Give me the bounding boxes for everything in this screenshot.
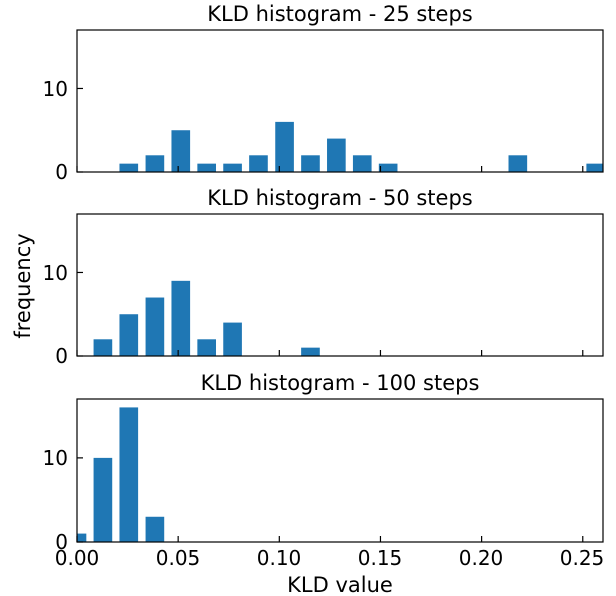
subplot-100-steps: KLD histogram - 100 steps 0 10 [43,371,604,554]
histogram-bar [119,407,139,542]
y-ticks-100-steps: 0 10 [43,446,68,554]
bars-25-steps [119,121,603,172]
histogram-bar [171,130,191,172]
histogram-bar [145,155,165,172]
plot-frame-25-steps [76,29,604,173]
y-tick-label-0: 0 [55,160,68,184]
histogram-bar [223,322,242,356]
subplot-title-100-steps: KLD histogram - 100 steps [201,371,480,395]
subplot-title-25-steps: KLD histogram - 25 steps [207,2,472,26]
histogram-bar [171,280,191,356]
y-ticks-50-steps: 0 10 [43,261,68,368]
histogram-bar [77,533,87,542]
y-tick-label-10: 10 [43,261,68,285]
plot-frame-50-steps [76,213,604,357]
histogram-bar [327,138,346,172]
subplot-title-50-steps: KLD histogram - 50 steps [207,186,472,210]
histogram-bar [93,457,113,542]
y-tick-label-0: 0 [55,344,68,368]
y-tick-label-10: 10 [43,77,68,101]
histogram-bar [586,163,603,172]
x-tick-label-0.05: 0.05 [156,546,201,570]
histogram-bar [275,121,294,172]
x-tick-label-0.10: 0.10 [257,546,302,570]
histogram-bar [119,163,139,172]
histogram-bar [301,347,320,356]
bars-50-steps [93,280,320,356]
histogram-bar [352,155,372,172]
x-tick-label-0.20: 0.20 [459,546,504,570]
histogram-bar [197,163,217,172]
histogram-bar [378,163,398,172]
bars-100-steps [77,407,165,542]
y-tick-label-10: 10 [43,446,68,470]
y-axis-label: frequency [11,233,35,338]
x-tick-label-0.25: 0.25 [560,546,605,570]
x-tick-label-0.00: 0.00 [55,546,100,570]
histogram-bar [119,314,139,356]
x-axis-label: KLD value [287,573,393,596]
x-tick-label-0.15: 0.15 [358,546,403,570]
y-ticks-25-steps: 0 10 [43,77,68,184]
subplot-25-steps: KLD histogram - 25 steps 0 10 [43,2,604,184]
histogram-bar [301,155,320,172]
histogram-bar [508,155,528,172]
histogram-bar [145,297,165,356]
histogram-bar [145,516,165,542]
histogram-bar [197,339,217,356]
y-tick-label-0: 0 [55,530,68,554]
plot-frame-100-steps [76,398,604,543]
histogram-bar [93,339,113,356]
histogram-bar [249,155,268,172]
subplot-50-steps: KLD histogram - 50 steps 0 10 [43,186,604,368]
histogram-bar [223,163,242,172]
x-axis: 0.00 0.05 0.10 0.15 0.20 0.25 [55,546,605,570]
